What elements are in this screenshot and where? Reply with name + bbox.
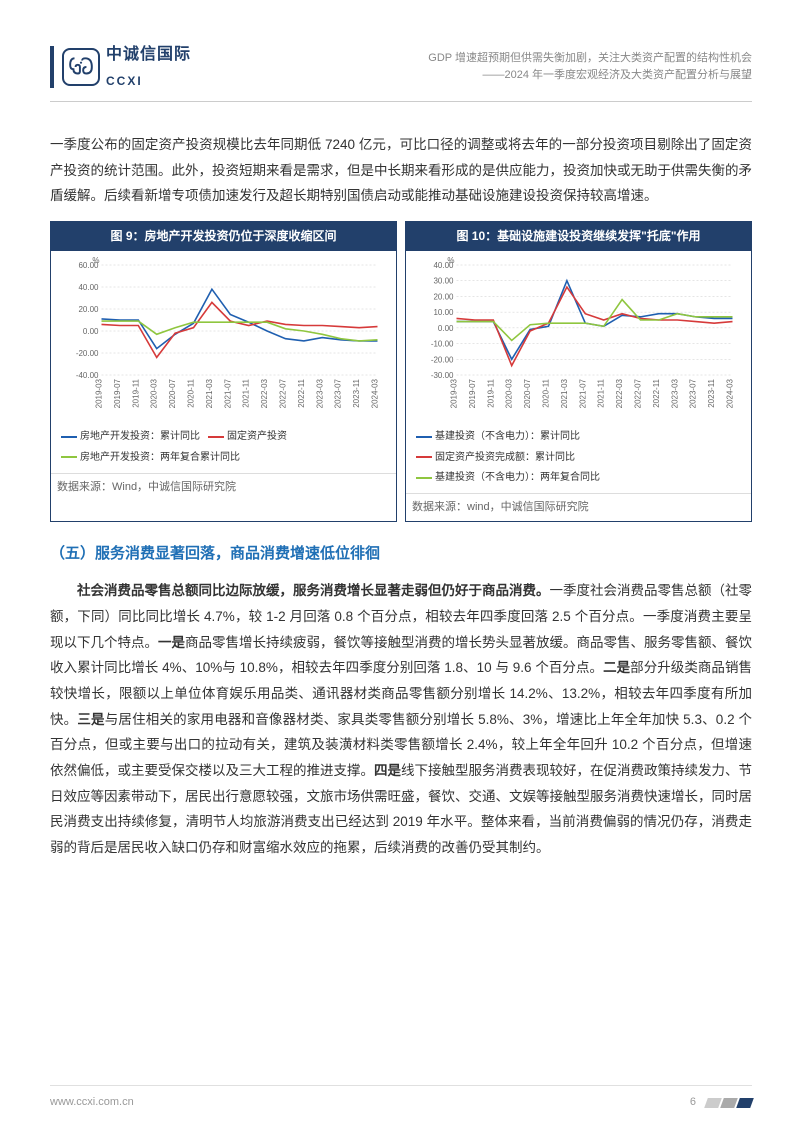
svg-text:2020-07: 2020-07 bbox=[168, 378, 177, 408]
svg-text:2023-11: 2023-11 bbox=[352, 378, 361, 407]
footer-decoration bbox=[706, 1098, 752, 1108]
chart-10-title: 图 10：基础设施建设投资继续发挥"托底"作用 bbox=[406, 222, 751, 251]
svg-text:2023-03: 2023-03 bbox=[315, 378, 324, 408]
header-subtitle: GDP 增速超预期但供需失衡加剧，关注大类资产配置的结构性机会 ——2024 年… bbox=[428, 50, 752, 83]
point-4-label: 四是 bbox=[374, 763, 401, 778]
svg-text:2023-03: 2023-03 bbox=[670, 378, 679, 408]
svg-text:2022-11: 2022-11 bbox=[652, 378, 661, 407]
svg-text:2019-11: 2019-11 bbox=[131, 378, 140, 407]
paragraph-1: 一季度公布的固定资产投资规模比去年同期低 7240 亿元，可比口径的调整或将去年… bbox=[50, 132, 752, 209]
svg-text:2021-11: 2021-11 bbox=[242, 378, 251, 407]
svg-text:-10.00: -10.00 bbox=[431, 339, 454, 348]
svg-text:2022-11: 2022-11 bbox=[297, 378, 306, 407]
chart-9-title: 图 9：房地产开发投资仍位于深度收缩区间 bbox=[51, 222, 396, 251]
svg-text:-30.00: -30.00 bbox=[431, 371, 454, 380]
svg-text:2024-03: 2024-03 bbox=[371, 378, 380, 408]
svg-text:2023-07: 2023-07 bbox=[334, 378, 343, 408]
page-header: 中诚信国际 CCXI GDP 增速超预期但供需失衡加剧，关注大类资产配置的结构性… bbox=[50, 40, 752, 102]
svg-text:-20.00: -20.00 bbox=[431, 355, 454, 364]
svg-text:20.00: 20.00 bbox=[433, 292, 454, 301]
svg-text:2022-07: 2022-07 bbox=[634, 378, 643, 408]
charts-row: 图 9：房地产开发投资仍位于深度收缩区间 %-40.00-20.000.0020… bbox=[50, 221, 752, 522]
svg-text:2022-03: 2022-03 bbox=[260, 378, 269, 408]
footer-page-number: 6 bbox=[690, 1092, 696, 1113]
svg-text:2021-03: 2021-03 bbox=[560, 378, 569, 408]
svg-text:2023-07: 2023-07 bbox=[689, 378, 698, 408]
svg-text:2020-03: 2020-03 bbox=[505, 378, 514, 408]
logo: 中诚信国际 CCXI bbox=[62, 40, 191, 93]
svg-text:2019-03: 2019-03 bbox=[95, 378, 104, 408]
svg-text:2019-03: 2019-03 bbox=[450, 378, 459, 408]
point-1-label: 一是 bbox=[158, 635, 185, 650]
chart-9-source: 数据来源：Wind，中诚信国际研究院 bbox=[51, 473, 396, 501]
section-5-title: （五）服务消费显著回落，商品消费增速低位徘徊 bbox=[50, 540, 752, 569]
svg-text:2019-07: 2019-07 bbox=[113, 378, 122, 408]
svg-text:2021-03: 2021-03 bbox=[205, 378, 214, 408]
svg-text:2019-11: 2019-11 bbox=[486, 378, 495, 407]
svg-text:2021-07: 2021-07 bbox=[578, 378, 587, 408]
svg-text:2020-07: 2020-07 bbox=[523, 378, 532, 408]
svg-text:-20.00: -20.00 bbox=[76, 349, 99, 358]
svg-text:2021-07: 2021-07 bbox=[223, 378, 232, 408]
svg-text:10.00: 10.00 bbox=[433, 308, 454, 317]
chart-9-legend: 房地产开发投资：累计同比固定资产投资房地产开发投资：两年复合累计同比 bbox=[55, 424, 392, 469]
logo-icon bbox=[62, 48, 100, 86]
chart-10-legend: 基建投资（不含电力）：累计同比固定资产投资完成额：累计同比基建投资（不含电力）：… bbox=[410, 424, 747, 490]
para2-lead: 社会消费品零售总额同比边际放缓，服务消费增长显著走弱但仍好于商品消费。 bbox=[77, 583, 550, 598]
svg-text:2022-03: 2022-03 bbox=[615, 378, 624, 408]
svg-text:2021-11: 2021-11 bbox=[597, 378, 606, 407]
svg-text:0.00: 0.00 bbox=[83, 327, 99, 336]
point-2-label: 二是 bbox=[603, 660, 630, 675]
svg-text:2022-07: 2022-07 bbox=[279, 378, 288, 408]
svg-text:40.00: 40.00 bbox=[78, 283, 99, 292]
chart-9: 图 9：房地产开发投资仍位于深度收缩区间 %-40.00-20.000.0020… bbox=[50, 221, 397, 522]
svg-text:40.00: 40.00 bbox=[433, 261, 454, 270]
chart-10-source: 数据来源：wind，中诚信国际研究院 bbox=[406, 493, 751, 521]
svg-text:60.00: 60.00 bbox=[78, 261, 99, 270]
chart-10-svg: %-30.00-20.00-10.000.0010.0020.0030.0040… bbox=[410, 255, 747, 415]
chart-9-svg: %-40.00-20.000.0020.0040.0060.002019-032… bbox=[55, 255, 392, 415]
svg-text:0.00: 0.00 bbox=[438, 324, 454, 333]
paragraph-2: 社会消费品零售总额同比边际放缓，服务消费增长显著走弱但仍好于商品消费。一季度社会… bbox=[50, 578, 752, 860]
svg-text:2024-03: 2024-03 bbox=[726, 378, 735, 408]
header-line1: GDP 增速超预期但供需失衡加剧，关注大类资产配置的结构性机会 bbox=[428, 50, 752, 67]
page-footer: www.ccxi.com.cn 6 bbox=[50, 1085, 752, 1113]
point-3-label: 三是 bbox=[77, 712, 104, 727]
svg-text:20.00: 20.00 bbox=[78, 305, 99, 314]
logo-cn-text: 中诚信国际 bbox=[106, 40, 191, 70]
svg-text:2020-11: 2020-11 bbox=[187, 378, 196, 407]
svg-text:2020-11: 2020-11 bbox=[542, 378, 551, 407]
svg-text:2020-03: 2020-03 bbox=[150, 378, 159, 408]
chart-10: 图 10：基础设施建设投资继续发挥"托底"作用 %-30.00-20.00-10… bbox=[405, 221, 752, 522]
header-line2: ——2024 年一季度宏观经济及大类资产配置分析与展望 bbox=[428, 67, 752, 84]
svg-text:2019-07: 2019-07 bbox=[468, 378, 477, 408]
svg-text:30.00: 30.00 bbox=[433, 277, 454, 286]
header-accent-bar bbox=[50, 46, 54, 88]
footer-url: www.ccxi.com.cn bbox=[50, 1092, 134, 1113]
logo-en-text: CCXI bbox=[106, 70, 191, 93]
svg-text:2023-11: 2023-11 bbox=[707, 378, 716, 407]
svg-text:-40.00: -40.00 bbox=[76, 371, 99, 380]
